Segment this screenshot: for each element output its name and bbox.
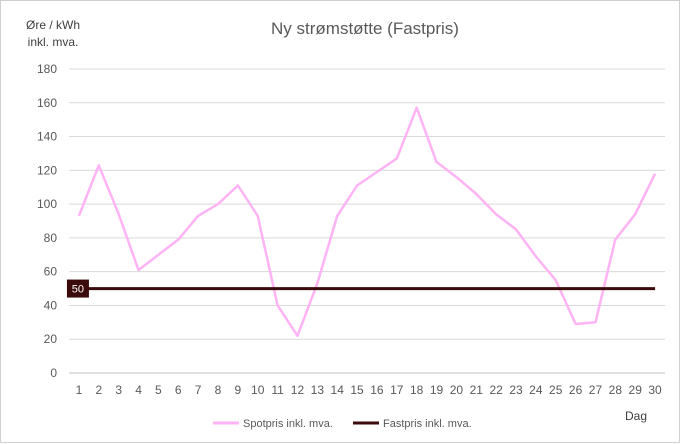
y-tick-label: 40 (44, 298, 58, 312)
x-tick-label: 29 (629, 383, 643, 397)
legend-label: Spotpris inkl. mva. (243, 418, 333, 430)
y-axis-label-line2: inkl. mva. (28, 35, 79, 49)
x-tick-label: 6 (175, 383, 182, 397)
series-line (77, 106, 657, 338)
y-tick-label: 0 (50, 366, 57, 380)
x-tick-label: 18 (410, 383, 424, 397)
data-label-box (66, 279, 89, 298)
x-tick-label: 17 (390, 383, 404, 397)
x-tick-label: 14 (331, 383, 345, 397)
y-tick-label: 120 (37, 163, 57, 177)
x-tick-label: 8 (215, 383, 222, 397)
y-tick-label: 60 (44, 265, 58, 279)
x-tick-label: 3 (115, 383, 122, 397)
x-tick-label: 13 (311, 383, 325, 397)
gridlines (69, 68, 665, 374)
x-tick-label: 2 (95, 383, 102, 397)
y-tick-label: 20 (44, 332, 58, 346)
y-tick-label: 160 (37, 96, 57, 110)
x-tick-label: 5 (155, 383, 162, 397)
x-tick-label: 9 (235, 383, 242, 397)
y-tick-label: 140 (37, 130, 57, 144)
x-tick-label: 4 (135, 383, 142, 397)
series-lines (77, 106, 657, 338)
x-tick-label: 27 (589, 383, 603, 397)
y-tick-label: 100 (37, 197, 57, 211)
y-tick-labels: 0 20 40 60 80 100 120 140 160 180 (37, 62, 57, 380)
chart-title: Ny strømstøtte (Fastpris) (271, 19, 459, 38)
value-annotation: 50 (66, 279, 89, 298)
x-tick-label: 28 (609, 383, 623, 397)
x-tick-label: 25 (549, 383, 563, 397)
x-tick-label: 16 (370, 383, 384, 397)
data-label: 50 (72, 284, 84, 296)
x-tick-label: 1 (76, 383, 83, 397)
x-tick-labels: 1 2 3 4 5 6 7 8 9 10 11 12 13 14 15 16 17 18 19 20 21 22 23 24 2… (76, 383, 662, 397)
x-tick-label: 7 (195, 383, 202, 397)
x-tick-label: 22 (489, 383, 503, 397)
y-axis-label-line1: Øre / kWh (26, 18, 80, 32)
x-tick-label: 24 (529, 383, 543, 397)
legend: Spotpris inkl. mva. Fastpris inkl. mva. (213, 418, 472, 430)
x-tick-label: 21 (470, 383, 484, 397)
x-tick-label: 20 (450, 383, 464, 397)
y-tick-label: 180 (37, 62, 57, 76)
legend-label: Fastpris inkl. mva. (383, 418, 472, 430)
x-tick-label: 30 (648, 383, 662, 397)
x-tick-label: 15 (350, 383, 364, 397)
x-tick-label: 26 (569, 383, 583, 397)
x-tick-label: 23 (509, 383, 523, 397)
x-axis-label: Dag (625, 409, 647, 423)
x-tick-label: 10 (251, 383, 265, 397)
y-tick-label: 80 (44, 231, 58, 245)
x-tick-label: 12 (291, 383, 305, 397)
x-tick-label: 19 (430, 383, 444, 397)
x-tick-label: 11 (271, 383, 284, 397)
